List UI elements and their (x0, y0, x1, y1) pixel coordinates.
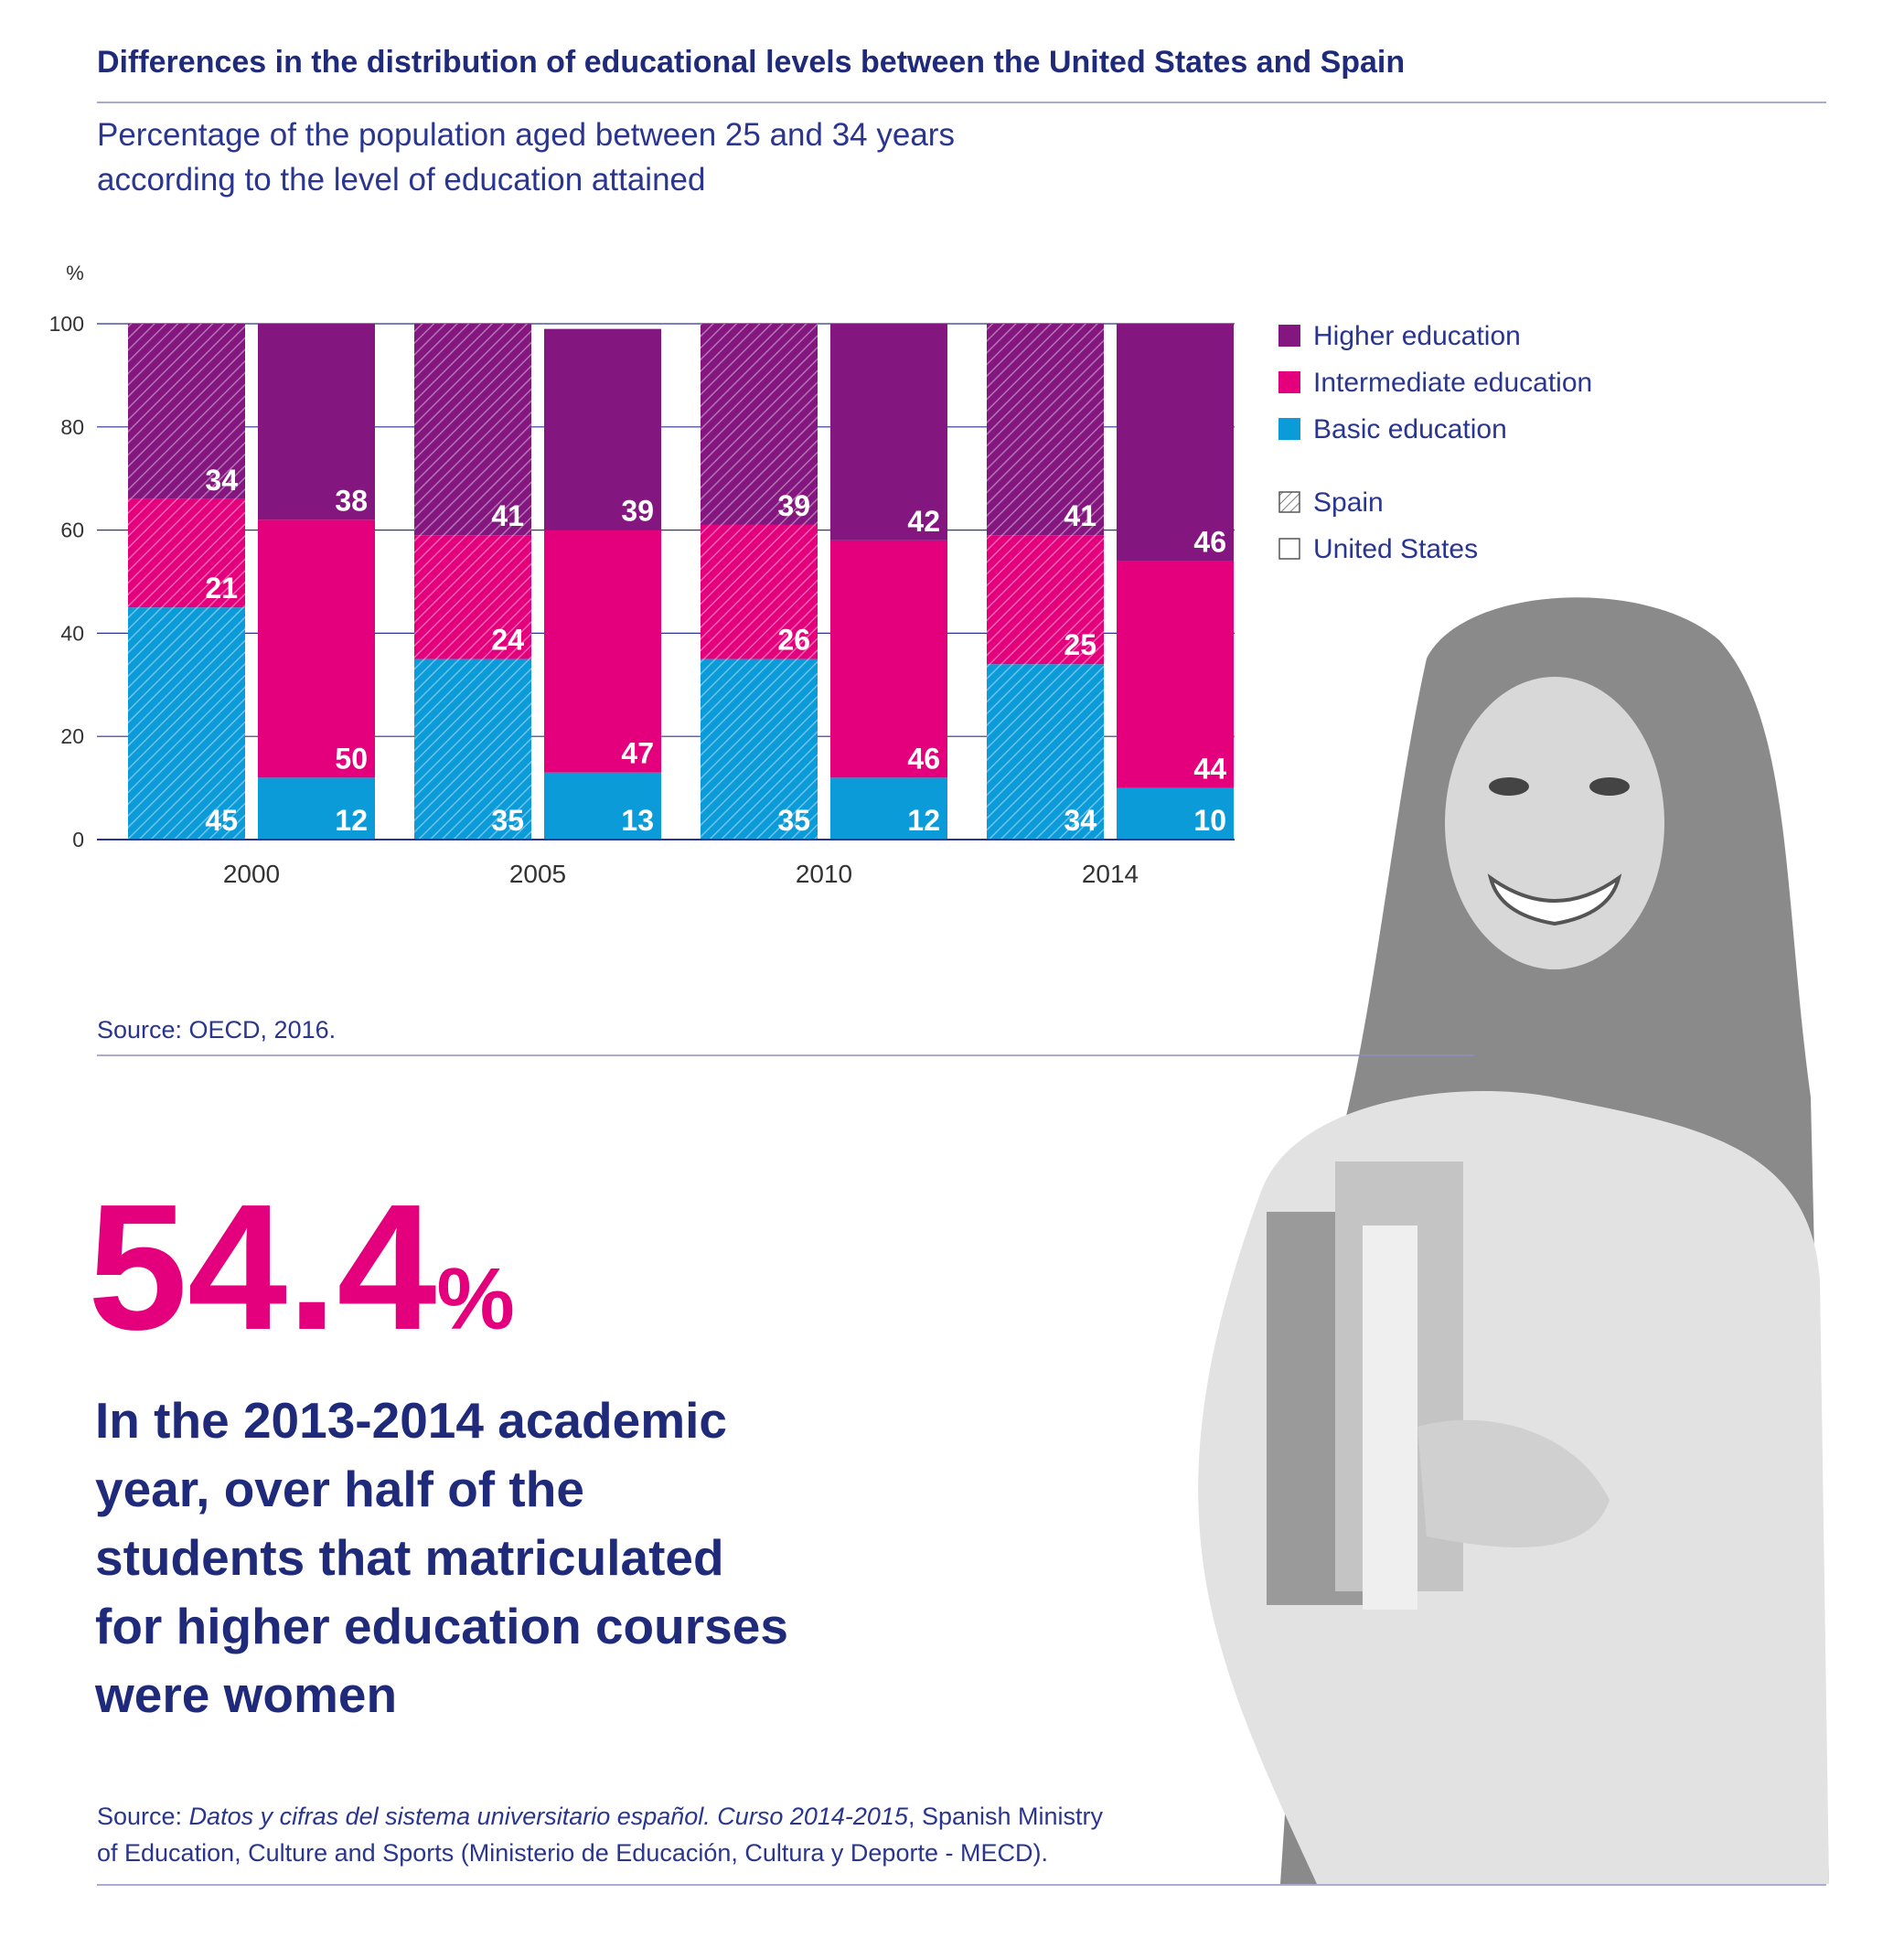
highlight-line: students that matriculated (95, 1529, 724, 1586)
bar-segment (414, 324, 531, 536)
number: 54.4 (88, 1167, 436, 1367)
y-tick-label: 20 (60, 724, 84, 748)
bar-segment (987, 664, 1104, 840)
bar-segment (701, 658, 818, 840)
legend-label: United States (1313, 534, 1478, 564)
x-tick-label: 2014 (1082, 860, 1139, 888)
value-label: 39 (777, 489, 810, 522)
bar-segment (258, 777, 375, 840)
highlight-line: year, over half of the (95, 1461, 584, 1517)
legend-label: Higher education (1313, 321, 1521, 351)
source-note: Source: Datos y cifras del sistema unive… (97, 1803, 1104, 1830)
bar-segment (830, 324, 947, 541)
subtitle: Percentage of the population aged betwee… (97, 117, 955, 153)
value-label: 24 (491, 624, 524, 657)
bar-segment (128, 498, 245, 608)
y-tick-label: 100 (49, 312, 84, 336)
legend-swatch (1278, 538, 1300, 560)
value-label: 34 (205, 464, 238, 497)
legend-swatch (1278, 325, 1300, 347)
x-tick-label: 2005 (509, 860, 566, 888)
bar-segment (544, 328, 661, 530)
photo (1198, 597, 1829, 1884)
value-label: 41 (491, 499, 524, 532)
source-rest: , Spanish Ministry (908, 1803, 1104, 1830)
x-tick-label: 2000 (223, 860, 280, 888)
bar-segment (128, 607, 245, 840)
value-label: 13 (621, 804, 654, 837)
value-label: 39 (621, 495, 654, 528)
value-label: 46 (907, 742, 940, 775)
y-axis-label: % (66, 262, 84, 284)
bar-segment (701, 324, 818, 525)
bar-segment (987, 535, 1104, 665)
source: Source: OECD, 2016. (97, 1016, 336, 1044)
bar-segment (258, 324, 375, 520)
value-label: 10 (1193, 804, 1226, 837)
source-title: Datos y cifras del sistema universitario… (189, 1803, 909, 1830)
value-label: 26 (777, 624, 810, 657)
x-tick-label: 2010 (796, 860, 852, 888)
value-label: 47 (621, 737, 654, 770)
bar-segment (701, 524, 818, 659)
subtitle: according to the level of education atta… (97, 162, 705, 198)
title: Differences in the distribution of educa… (97, 45, 1405, 80)
highlight-line: were women (94, 1666, 397, 1723)
legend-swatch (1278, 491, 1300, 513)
bar-segment (1117, 324, 1234, 562)
value-label: 50 (335, 742, 368, 775)
bar-segment (1117, 561, 1234, 788)
unit: % (436, 1250, 514, 1348)
bar-segment (544, 772, 661, 840)
highlight-line: for higher education courses (95, 1598, 788, 1654)
bar-segment (830, 540, 947, 778)
bar-segment (414, 535, 531, 659)
y-tick-label: 0 (72, 828, 84, 851)
legend-label: Intermediate education (1313, 368, 1592, 398)
bar-segment (830, 777, 947, 840)
value-label: 45 (205, 804, 238, 837)
value-label: 44 (1193, 753, 1226, 786)
y-tick-label: 80 (60, 415, 84, 439)
value-label: 21 (205, 572, 238, 605)
value-label: 42 (907, 505, 940, 538)
legend-swatch (1278, 418, 1300, 440)
value-label: 46 (1193, 525, 1226, 558)
bar-segment (258, 519, 375, 778)
highlight-line: In the 2013-2014 academic (95, 1392, 727, 1449)
value-label: 41 (1064, 499, 1096, 532)
value-label: 25 (1064, 628, 1096, 661)
highlight-text: In the 2013-2014 academic year, over half… (94, 1392, 788, 1723)
legend-swatch (1278, 371, 1300, 393)
bar-segment (128, 324, 245, 499)
value-label: 34 (1064, 804, 1096, 837)
value-label: 35 (491, 804, 524, 837)
y-tick-label: 40 (60, 621, 84, 645)
legend-label: Spain (1313, 487, 1384, 518)
bar-segment (987, 324, 1104, 536)
value-label: 12 (907, 804, 940, 837)
source-note: of Education, Culture and Sports (Minist… (97, 1839, 1048, 1867)
source-prefix: Source: (97, 1803, 189, 1830)
value-label: 12 (335, 804, 368, 837)
value-label: 35 (777, 804, 810, 837)
value-label: 38 (335, 484, 368, 517)
bar-segment (414, 658, 531, 840)
y-tick-label: 60 (60, 519, 84, 542)
highlight-number: 54.4% (88, 1167, 515, 1367)
bar-segment (544, 530, 661, 773)
legend-label: Basic education (1313, 414, 1507, 444)
plot: 0 20 40 60 80 100 2000 45 21 34 12 50 38 2005 35 24 41 13… (49, 312, 1593, 888)
bar-segment (1117, 787, 1234, 840)
